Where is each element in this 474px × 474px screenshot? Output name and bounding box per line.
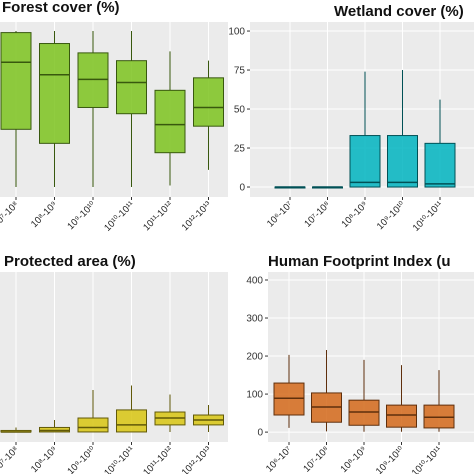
x-tick-label: 10¹⁰-10¹¹ (102, 444, 136, 474)
box (273, 382, 305, 416)
box (387, 135, 418, 188)
x-tick-label: 10⁹-10¹⁰ (65, 199, 98, 232)
x-tick-label: 10¹⁰-10¹¹ (102, 199, 136, 233)
y-tick-label: 0 (257, 428, 263, 439)
x-tick-label: 10⁷-10⁸ (0, 199, 21, 229)
box (348, 399, 380, 426)
box (193, 77, 224, 127)
x-tick-label: 10⁸-10⁹ (339, 199, 370, 230)
x-tick-label: 10⁶-10⁷ (265, 199, 296, 230)
y-tick-label: 0 (239, 183, 245, 194)
x-tick-label: 10¹⁰-10¹¹ (410, 444, 444, 474)
y-tick-label: 100 (246, 390, 263, 401)
box (116, 60, 147, 115)
x-tick-label: 10¹²-10¹³ (180, 199, 214, 233)
x-tick-label: 10¹¹-10¹² (141, 199, 175, 233)
box (386, 404, 417, 428)
panel-title: Protected area (%) (4, 253, 136, 270)
box (423, 404, 455, 429)
y-tick-label: 400 (246, 275, 263, 286)
box (77, 52, 109, 108)
panel-background (0, 22, 228, 197)
x-tick-label: 10⁷-10⁸ (0, 444, 21, 474)
box (39, 43, 70, 144)
x-tick-label: 10⁸-10⁹ (338, 444, 369, 474)
x-tick-label: 10⁷-10⁸ (301, 444, 331, 474)
box (116, 409, 147, 433)
x-tick-label: 10¹¹-10¹² (141, 444, 175, 474)
panel-title: Human Footprint Index (u (268, 253, 450, 270)
x-tick-label: 10⁸-10⁹ (29, 199, 60, 230)
x-tick-label: 10¹²-10¹³ (180, 444, 214, 474)
x-tick-label: 10⁹-10¹⁰ (374, 444, 407, 474)
y-tick-label: 25 (234, 144, 246, 155)
x-tick-label: 10⁸-10⁹ (29, 444, 60, 474)
panel-background (0, 272, 228, 442)
x-tick-label: 10⁹-10¹⁰ (375, 199, 408, 232)
x-tick-label: 10¹⁰-10¹¹ (411, 199, 445, 233)
y-tick-label: 300 (246, 314, 263, 325)
x-tick-label: 10⁶-10⁷ (264, 444, 295, 474)
y-tick-label: 75 (234, 66, 246, 77)
y-tick-label: 100 (228, 27, 245, 38)
box (0, 32, 32, 130)
panel-title: Wetland cover (%) (334, 3, 464, 20)
x-tick-label: 10⁹-10¹⁰ (65, 444, 98, 474)
box (424, 142, 456, 188)
x-tick-label: 10⁷-10⁸ (302, 199, 332, 229)
box (349, 135, 381, 188)
y-tick-label: 50 (234, 105, 246, 116)
box (154, 89, 186, 154)
y-tick-label: 200 (246, 352, 263, 363)
box (77, 417, 109, 433)
panel-title: Forest cover (%) (2, 0, 120, 16)
